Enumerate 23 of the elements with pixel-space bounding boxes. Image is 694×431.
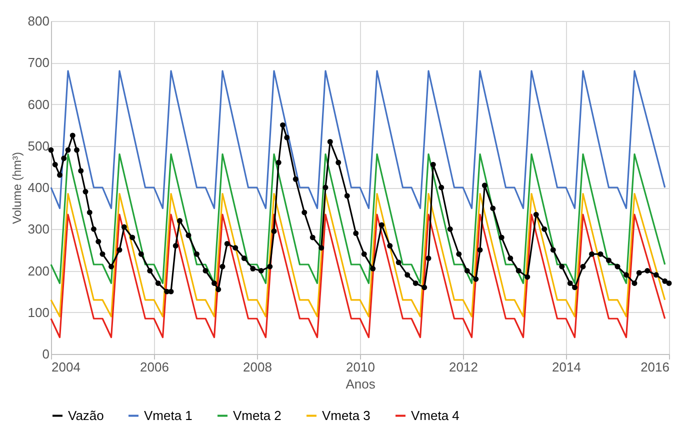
legend-label: Vmeta 1 bbox=[144, 408, 192, 423]
x-tick-label: 2004 bbox=[52, 360, 80, 374]
x-tick-label: 2014 bbox=[552, 360, 581, 374]
legend-label: Vazão bbox=[68, 408, 104, 423]
y-axis-title: Volume (hm³) bbox=[10, 152, 24, 224]
legend-label: Vmeta 4 bbox=[411, 408, 460, 423]
y-tick-label: 800 bbox=[28, 14, 50, 28]
y-tick-label: 200 bbox=[28, 263, 50, 278]
y-tick-label: 300 bbox=[28, 222, 50, 237]
y-tick-label: 600 bbox=[28, 96, 50, 112]
x-tick-label: 2008 bbox=[243, 360, 272, 374]
legend-label: Vmeta 3 bbox=[322, 408, 370, 423]
y-tick-label: 400 bbox=[28, 180, 50, 195]
x-axis-title: Anos bbox=[346, 376, 376, 392]
x-tick-label: 2016 bbox=[640, 360, 670, 374]
y-tick-label: 100 bbox=[28, 304, 50, 320]
x-tick-label: 2010 bbox=[346, 360, 375, 374]
x-tick-label: 2012 bbox=[449, 360, 478, 374]
y-tick-label: 700 bbox=[28, 55, 50, 70]
legend-label: Vmeta 2 bbox=[233, 408, 282, 423]
y-tick-label: 500 bbox=[28, 138, 50, 154]
y-tick-label: 0 bbox=[42, 346, 50, 362]
x-tick-label: 2006 bbox=[140, 360, 169, 374]
